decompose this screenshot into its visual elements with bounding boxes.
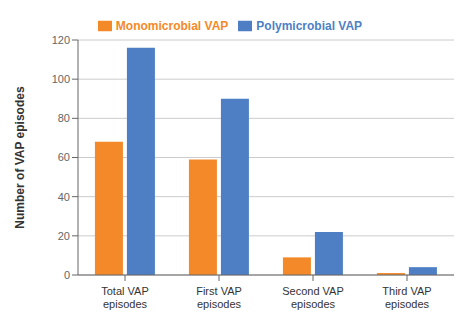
svg-text:20: 20 — [58, 230, 70, 242]
svg-text:Third VAPepisodes: Third VAPepisodes — [382, 285, 431, 310]
svg-text:40: 40 — [58, 191, 70, 203]
svg-text:0: 0 — [64, 269, 70, 281]
svg-text:Total VAPepisodes: Total VAPepisodes — [101, 285, 149, 310]
html-text:Monomicrobial VAP: Monomicrobial VAP — [115, 19, 229, 33]
svg-text:100: 100 — [52, 73, 70, 85]
svg-text:Second VAPepisodes: Second VAPepisodes — [282, 285, 344, 310]
svg-text:120: 120 — [52, 34, 70, 46]
svg-text:80: 80 — [58, 112, 70, 124]
svg-text:First VAPepisodes: First VAPepisodes — [196, 285, 242, 310]
svg-text:60: 60 — [58, 151, 70, 163]
svg-text:Number of VAP episodes: Number of VAP episodes — [13, 86, 27, 229]
html-text:Polymicrobial VAP: Polymicrobial VAP — [256, 19, 363, 33]
